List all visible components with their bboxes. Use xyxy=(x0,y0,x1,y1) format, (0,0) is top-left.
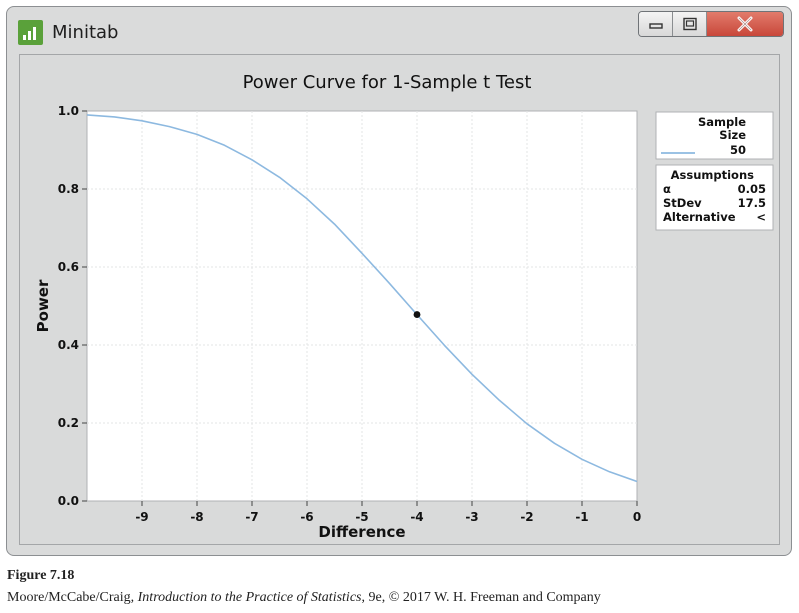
assumptions-box xyxy=(655,164,774,231)
window-controls xyxy=(638,11,784,37)
minitab-window: Minitab Power Curve xyxy=(6,6,792,556)
x-tick-label: -5 xyxy=(355,510,368,524)
assumption-value-alpha: 0.05 xyxy=(738,182,766,196)
power-point-marker xyxy=(413,311,421,318)
x-tick-label: -8 xyxy=(190,510,203,524)
assumption-label-stdev: StDev xyxy=(663,196,702,210)
x-axis-label: Difference xyxy=(318,523,405,541)
assumption-value-stdev: 17.5 xyxy=(738,196,766,210)
legend: Sample Size 50 xyxy=(655,111,774,160)
assumptions-header: Assumptions xyxy=(671,168,755,182)
y-tick-label: 0.4 xyxy=(58,338,79,352)
grid-lines xyxy=(87,111,637,501)
y-tick-label: 0.2 xyxy=(58,416,79,430)
y-axis-label: Power xyxy=(34,279,52,332)
x-tick-label: -2 xyxy=(520,510,533,524)
legend-header-line1: Sample xyxy=(698,115,746,129)
app-title: Minitab xyxy=(52,22,119,43)
legend-box xyxy=(655,111,774,160)
minimize-icon xyxy=(648,23,663,29)
power-curve-chart: Power Curve for 1-Sample t Test -9 -8 -7 -6… xyxy=(34,72,774,541)
chart-title: Power Curve for 1-Sample t Test xyxy=(243,72,532,93)
power-curve-line xyxy=(86,114,638,483)
x-tick-label: 0 xyxy=(633,510,641,524)
y-tick-label: 0.6 xyxy=(58,260,79,274)
series-group xyxy=(86,114,638,483)
assumptions-panel: Assumptions α 0.05 StDev 17.5 Alternativ… xyxy=(655,164,774,231)
close-button[interactable] xyxy=(707,12,783,36)
x-tick-label: -4 xyxy=(410,510,423,524)
x-tick-label: -1 xyxy=(575,510,588,524)
maximize-button[interactable] xyxy=(673,12,707,36)
maximize-icon xyxy=(682,17,697,31)
close-icon xyxy=(737,16,753,32)
y-tick-label: 0.8 xyxy=(58,182,79,196)
figure-credit: Moore/McCabe/Craig, Introduction to the … xyxy=(7,590,601,606)
assumption-label-alpha: α xyxy=(663,182,671,196)
x-tick-label: -7 xyxy=(245,510,258,524)
legend-entry: 50 xyxy=(730,143,746,157)
axis-ticks: -9 -8 -7 -6 -5 -4 -3 -2 -1 0 0.0 0.2 0.4 0.6 0.8 1.0 xyxy=(58,104,641,524)
graph-area: Power Curve for 1-Sample t Test -9 -8 -7 -6… xyxy=(19,54,780,545)
y-tick-label: 0.0 xyxy=(58,494,79,508)
assumption-label-alternative: Alternative xyxy=(663,210,736,224)
minitab-bar-chart-icon xyxy=(18,20,43,45)
minimize-button[interactable] xyxy=(639,12,673,36)
assumption-value-alternative: < xyxy=(756,210,766,224)
x-tick-label: -6 xyxy=(300,510,313,524)
title-bar[interactable]: Minitab xyxy=(7,7,791,47)
y-tick-label: 1.0 xyxy=(58,104,79,118)
credit-authors: Moore/McCabe/Craig, xyxy=(7,590,138,605)
legend-header-line2: Size xyxy=(719,128,746,142)
figure-caption: Figure 7.18 xyxy=(7,568,75,583)
credit-book-title: Introduction to the Practice of Statisti… xyxy=(137,590,362,605)
credit-rest: , 9e, © 2017 W. H. Freeman and Company xyxy=(361,590,601,605)
x-tick-label: -9 xyxy=(135,510,148,524)
x-tick-label: -3 xyxy=(465,510,478,524)
